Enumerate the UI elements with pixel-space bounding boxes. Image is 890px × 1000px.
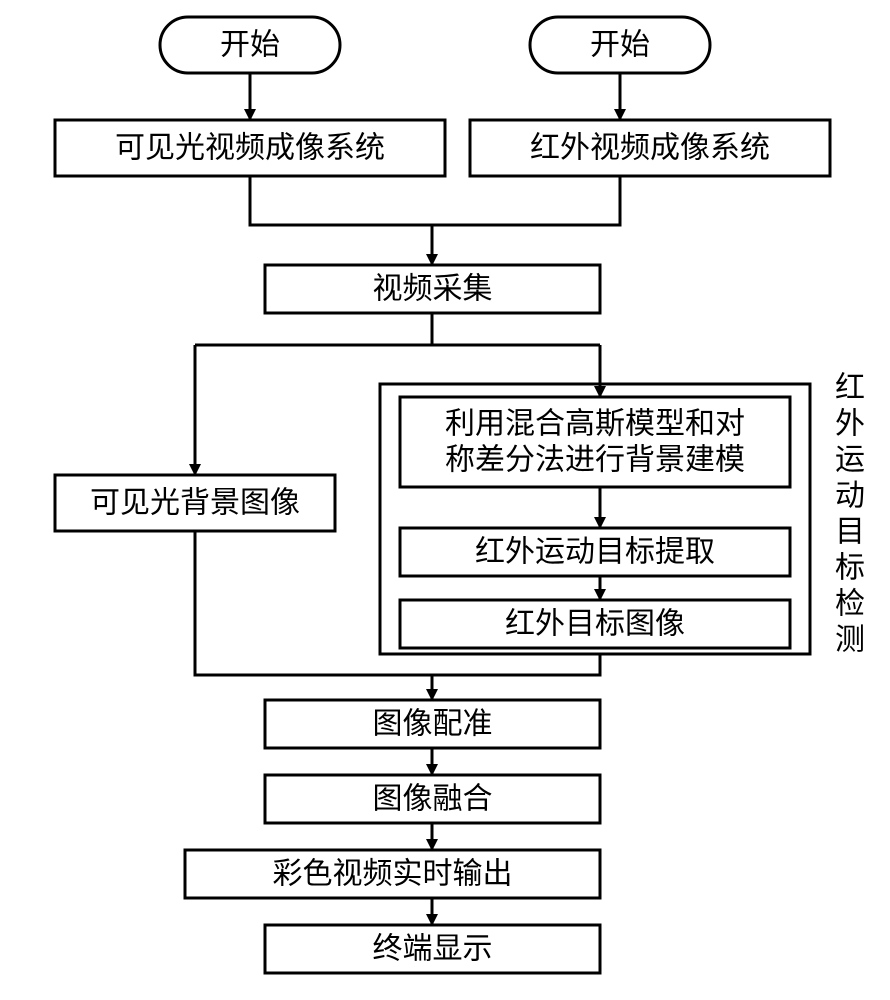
visible-light-system-box-label: 可见光视频成像系统 — [115, 132, 385, 165]
image-fusion-box: 图像融合 — [265, 775, 600, 823]
image-registration-box-label: 图像配准 — [373, 708, 493, 741]
flow-connector — [432, 176, 620, 225]
ir-target-image-box: 红外目标图像 — [400, 600, 790, 648]
start-right-label: 开始 — [590, 29, 650, 62]
visible-background-box: 可见光背景图像 — [55, 475, 335, 531]
visible-light-system-box: 可见光视频成像系统 — [55, 120, 445, 176]
start-left-label: 开始 — [220, 29, 280, 62]
svg-text:动: 动 — [835, 480, 865, 513]
video-capture-box-label: 视频采集 — [373, 273, 493, 306]
flow-connector — [432, 313, 600, 345]
svg-text:目: 目 — [835, 516, 865, 549]
ir-target-extract-box-label: 红外运动目标提取 — [475, 536, 715, 569]
color-video-output-box: 彩色视频实时输出 — [185, 850, 600, 898]
svg-text:红: 红 — [835, 372, 865, 405]
flow-connector — [432, 654, 600, 675]
color-video-output-box-label: 彩色视频实时输出 — [273, 858, 513, 891]
start-left: 开始 — [160, 17, 340, 73]
svg-text:运: 运 — [835, 444, 865, 477]
svg-text:检: 检 — [835, 588, 865, 621]
svg-text:标: 标 — [835, 552, 865, 585]
infrared-system-box: 红外视频成像系统 — [470, 120, 830, 176]
image-registration-box: 图像配准 — [265, 700, 600, 748]
ir-target-extract-box: 红外运动目标提取 — [400, 528, 790, 576]
svg-text:称差分法进行背景建模: 称差分法进行背景建模 — [445, 444, 745, 477]
ir-target-image-box-label: 红外目标图像 — [505, 608, 685, 641]
svg-text:测: 测 — [835, 624, 865, 657]
svg-text:外: 外 — [835, 408, 865, 441]
video-capture-box: 视频采集 — [265, 265, 600, 313]
flow-connector — [250, 176, 432, 225]
image-fusion-box-label: 图像融合 — [373, 783, 493, 816]
terminal-display-box-label: 终端显示 — [373, 933, 493, 966]
flow-connector — [195, 313, 432, 345]
svg-text:利用混合高斯模型和对: 利用混合高斯模型和对 — [445, 408, 745, 441]
background-modeling-box: 利用混合高斯模型和对称差分法进行背景建模 — [400, 397, 790, 487]
terminal-display-box: 终端显示 — [265, 925, 600, 973]
start-right: 开始 — [530, 17, 710, 73]
ir-detection-side-label: 红外运动目标检测 — [835, 372, 865, 657]
infrared-system-box-label: 红外视频成像系统 — [530, 132, 770, 165]
visible-background-box-label: 可见光背景图像 — [90, 487, 300, 520]
